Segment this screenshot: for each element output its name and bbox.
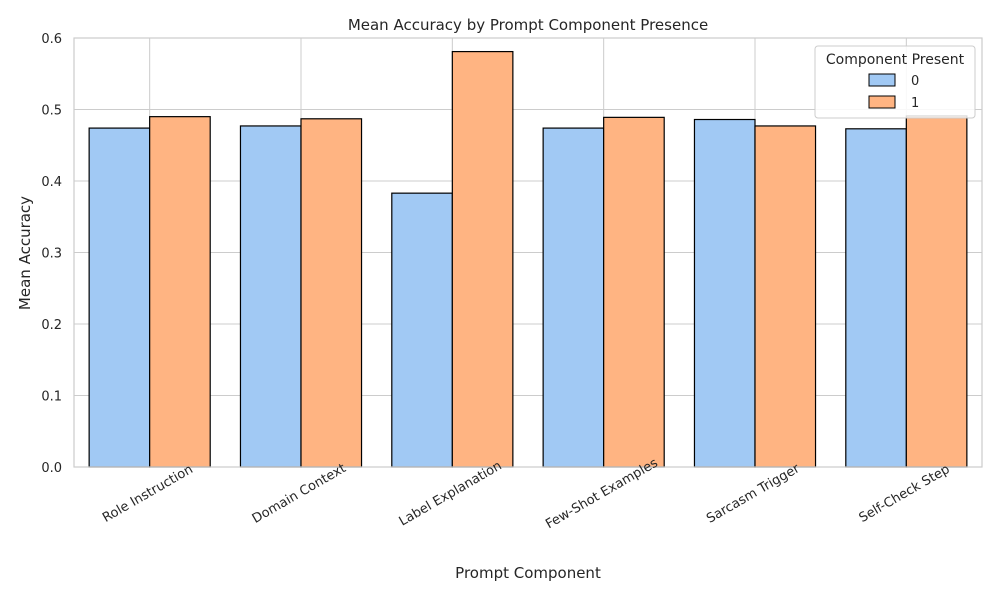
bar-few-shot-examples-series-0: [542, 127, 605, 468]
legend-label-0: 0: [911, 74, 919, 89]
x-tick-label: Label Explanation: [397, 458, 505, 529]
bar-sarcasm-trigger-series-0: [693, 118, 756, 468]
bar-label-explanation-series-0: [391, 192, 453, 468]
x-tick-label: Self-Check Step: [857, 462, 953, 526]
bar-role-instruction-series-1: [149, 116, 211, 468]
legend-swatch-1: [868, 95, 896, 109]
y-tick-label: 0.2: [41, 318, 62, 333]
bar-role-instruction-series-0: [88, 127, 151, 468]
bar-domain-context-series-0: [239, 125, 302, 468]
bar-self-check-step-series-0: [845, 128, 907, 468]
bar-sarcasm-trigger-series-1: [754, 125, 817, 468]
y-tick-label: 0.5: [41, 104, 62, 119]
y-axis-label: Mean Accuracy: [16, 196, 34, 310]
bars: [88, 50, 968, 468]
x-tick-label: Domain Context: [250, 461, 349, 527]
plot-frame: [73, 37, 983, 468]
y-tick-label: 0.6: [41, 32, 62, 47]
legend-label-1: 1: [911, 96, 919, 111]
bar-domain-context-series-1: [300, 118, 363, 468]
y-tick-label: 0.1: [41, 390, 62, 405]
chart-title: Mean Accuracy by Prompt Component Presen…: [348, 16, 708, 34]
legend-swatch-0: [868, 73, 896, 87]
y-tick-label: 0.0: [41, 461, 62, 476]
x-tick-label: Role Instruction: [100, 462, 196, 526]
bar-self-check-step-series-1: [905, 115, 968, 468]
legend-title: Component Present: [826, 52, 965, 68]
y-tick-label: 0.4: [41, 175, 62, 190]
bar-few-shot-examples-series-1: [603, 116, 665, 468]
y-tick-labels: 0.0 0.1 0.2 0.3 0.4 0.5 0.6: [41, 32, 62, 476]
bar-label-explanation-series-1: [451, 50, 514, 468]
legend: Component Present 0 1: [814, 45, 976, 119]
x-axis-label: Prompt Component: [455, 564, 601, 582]
y-tick-label: 0.3: [41, 247, 62, 262]
x-tick-label: Sarcasm Trigger: [704, 461, 803, 527]
